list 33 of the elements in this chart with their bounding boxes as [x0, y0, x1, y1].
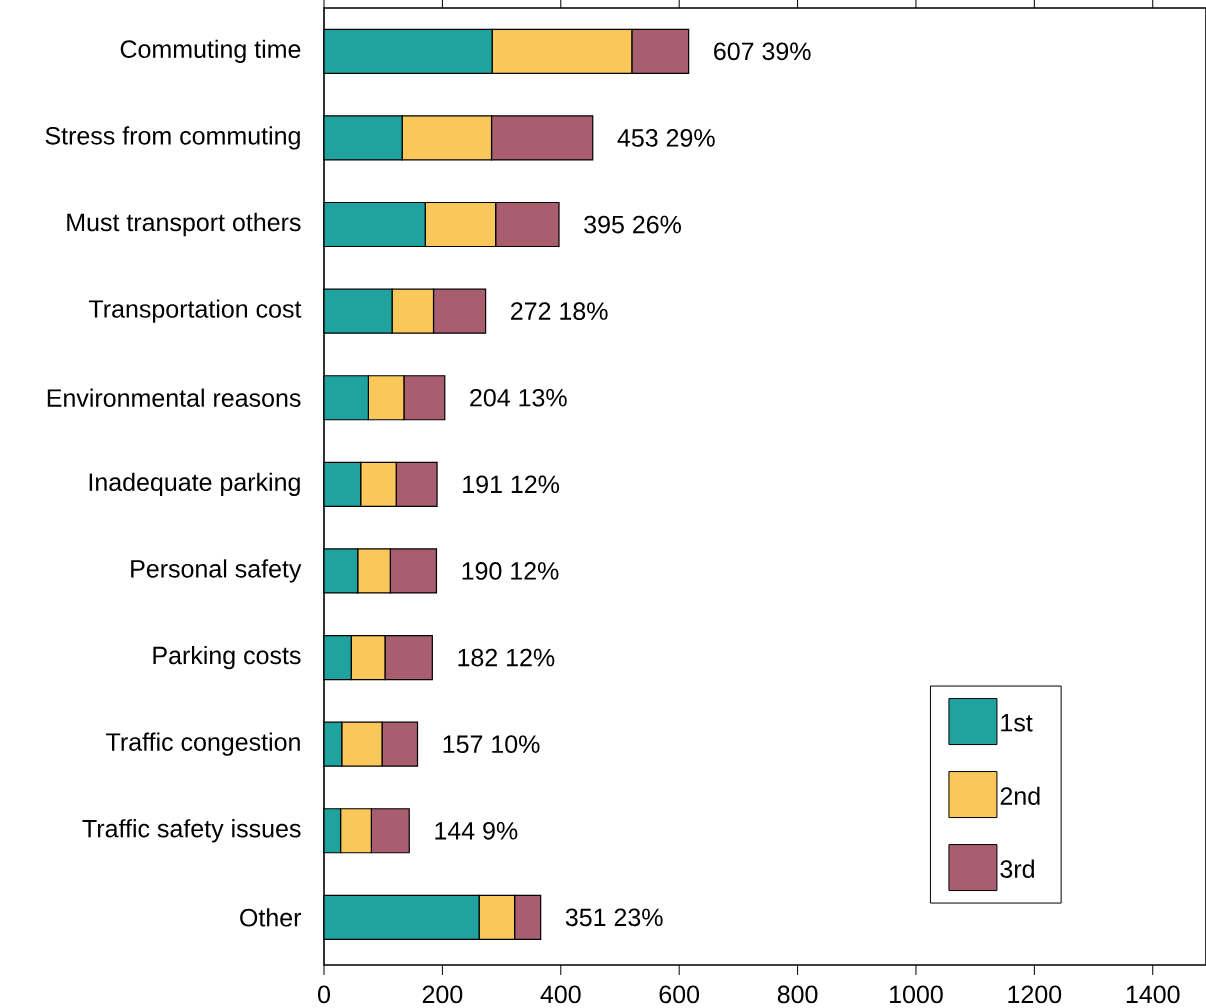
- y-tick-label: Transportation cost: [88, 299, 302, 323]
- total-label: 351 23%: [565, 908, 663, 927]
- y-tick-label: Other: [240, 908, 302, 927]
- y-tick-label: Traffic congestion: [106, 732, 300, 756]
- legend-label: 3rd: [1000, 859, 1034, 878]
- x-tick-label: 600: [659, 985, 700, 1004]
- total-label: 191 12%: [463, 475, 560, 494]
- x-tick-label: 0: [318, 985, 330, 1004]
- total-label: 157 10%: [443, 735, 540, 754]
- y-tick-label: Environmental reasons: [47, 388, 301, 407]
- y-tick-label: Commuting time: [120, 39, 301, 63]
- y-tick-label: Must transport others: [67, 212, 301, 237]
- y-tick-label: Inadequate parking: [89, 472, 300, 496]
- legend-label: 2nd: [1000, 786, 1040, 805]
- y-tick-label: Parking costs: [153, 645, 301, 670]
- y-tick-label: Stress from commuting: [45, 126, 300, 150]
- x-tick-label: 200: [422, 985, 463, 1004]
- total-label: 453 29%: [617, 129, 715, 147]
- total-label: 272 18%: [511, 302, 608, 320]
- y-tick-label: Traffic safety issues: [82, 819, 301, 843]
- total-label: 395 26%: [584, 215, 681, 234]
- x-tick-label: 1200: [1008, 985, 1062, 1004]
- total-label: 144 9%: [435, 821, 518, 840]
- y-tick-label: Personal safety: [131, 559, 302, 583]
- x-tick-label: 1000: [890, 985, 943, 1004]
- total-label: 182 12%: [458, 648, 555, 667]
- x-tick-label: 1400: [1126, 985, 1180, 1004]
- total-label: 204 13%: [470, 388, 567, 407]
- x-tick-label: 400: [540, 985, 581, 1004]
- x-tick-label: 800: [777, 985, 818, 1004]
- total-label: 607 39%: [714, 42, 811, 61]
- legend-label: 1st: [1001, 714, 1033, 732]
- total-label: 190 12%: [462, 562, 559, 580]
